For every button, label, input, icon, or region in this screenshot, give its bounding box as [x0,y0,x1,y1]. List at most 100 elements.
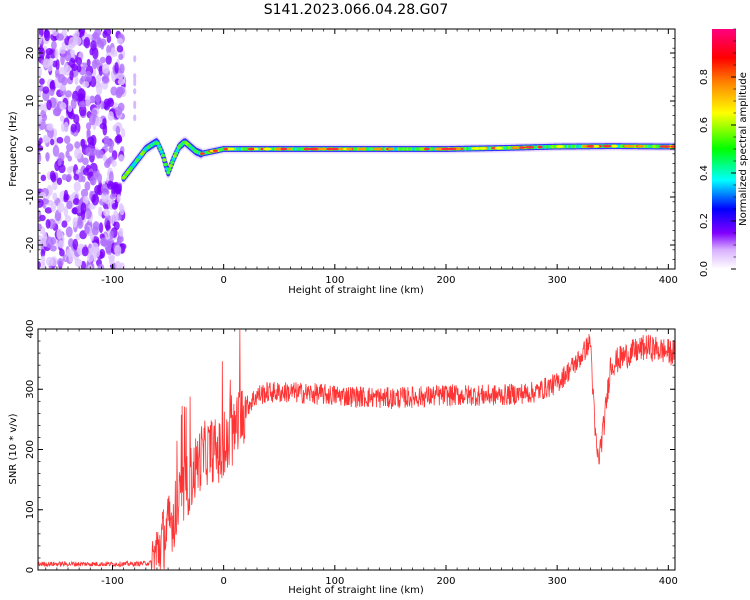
spectrogram-noise-blob [49,138,55,146]
spectrogram-noise-blob [114,106,123,116]
spectrogram-noise-blob [44,29,51,42]
spectrogram-noise-blob [52,108,61,117]
spectrogram-noise-blob [110,214,115,225]
spectrogram-noise-blob [82,195,89,205]
spectrogram-noise-blob [63,135,71,145]
colorbar-tick-label: 0.4 [699,165,710,181]
spectrogram-xtick-label: 200 [436,275,455,286]
spectrogram-noise-blob [77,88,86,100]
spectrogram-noise-blob [105,157,111,166]
spectrogram-noise-blob [104,240,112,252]
spectrogram-noise-blob [49,170,56,181]
spectrogram-hotspot [330,147,339,151]
spectrogram-noise-blob [99,56,106,64]
spectrogram-noise-blob [103,208,110,217]
spectrogram-noise-blob [88,113,96,126]
spectrogram-noise-blob [57,73,66,84]
spectrogram-noise-blob [133,100,137,107]
spectrogram-noise-blob [48,88,55,97]
spectrogram-noise-blob [66,166,73,174]
spectrogram-noise-blob [115,125,121,136]
spectrogram-hotspot [497,146,503,150]
spectrogram-noise-blob [91,193,100,206]
spectrogram-noise-blob [68,37,76,49]
spectrogram-noise-blob [111,159,117,168]
spectrogram-noise-blob [98,222,104,234]
spectrogram-ridge-core [162,158,167,162]
spectrogram-ridge-core [175,148,180,153]
spectrogram-hotspot [623,144,631,148]
spectrogram-noise-blob [84,225,90,235]
spectrogram-noise-blob [133,88,137,95]
spectrogram-noise-blob [68,253,74,263]
spectrogram-noise-blob [59,46,66,55]
spectrogram-noise-blob [109,193,116,200]
spectrogram-hotspot [586,145,594,148]
spectrogram-noise-blob [59,115,65,123]
spectrogram-noise-blob [118,203,124,212]
spectrogram-noise-blob [59,84,66,91]
spectrogram-ridge-core [159,150,164,154]
spectrogram-noise-blob [56,136,64,144]
spectrogram-ridge-core [168,163,173,168]
snr-ytick-label: 100 [25,500,36,519]
spectrogram-noise-blob [56,177,63,186]
spectrogram-noise-blob [63,121,69,133]
spectrogram-noise-blob [89,95,96,104]
spectrogram-noise-blob [61,220,68,228]
spectrogram-noise-blob [82,81,90,88]
chart-title: S141.2023.066.04.28.G07 [264,2,449,18]
spectrogram-noise-blob [40,255,46,265]
spectrogram-noise-blob [114,260,122,269]
spectrogram-noise-blob [78,100,86,108]
spectrogram-ridge-core [166,170,171,175]
spectrogram-noise-blob [100,183,109,195]
spectrogram-noise-blob [40,248,46,258]
spectrogram-hotspot [441,147,452,151]
spectrogram-xlabel: Height of straight line (km) [288,285,424,296]
spectrogram-hotspot [226,147,235,151]
spectrogram-noise-blob [73,181,81,192]
spectrogram-noise-blob [45,152,50,162]
spectrogram-hotspot [373,147,383,151]
spectrogram-noise-blob [87,253,94,263]
spectrogram-noise-blob [82,157,89,166]
spectrogram-noise-blob [39,214,46,222]
spectrogram-noise-blob [67,155,73,162]
spectrogram-noise-blob [103,139,111,148]
spectrogram-ridge-core [174,151,179,156]
spectrogram-hotspot [317,147,328,151]
spectrogram-noise-blob [42,113,48,122]
colorbar-label: Normalized spectral amplitude [738,72,749,226]
snr-xtick-label: 100 [325,576,344,587]
spectrogram-hotspot [524,146,535,149]
spectrogram-noise-blob [52,192,58,201]
spectrogram-hotspot [556,145,564,148]
spectrogram-noise-blob [58,152,65,162]
spectrogram-noise-blob [95,74,102,84]
spectrogram-noise-blob [45,236,54,249]
spectrogram-noise-blob [38,223,42,231]
spectrogram-noise-blob [49,80,56,90]
spectrogram-noise-blob [80,75,86,82]
spectrogram-noise-blob [107,180,114,190]
spectrogram-noise-blob [74,147,82,160]
spectrogram-noise-blob [46,99,52,111]
spectrogram-hotspot [212,149,219,153]
spectrogram-noise-blob [89,176,97,186]
spectrogram-noise-blob [118,227,124,237]
spectrogram-xtick-label: -100 [101,275,124,286]
spectrogram-noise-blob [60,53,65,66]
spectrogram-noise-blob [65,90,72,98]
spectrogram-noise-blob [51,40,57,50]
spectrogram-noise-blob [133,114,137,121]
spectrogram-noise-blob [54,48,59,60]
spectrogram-noise-blob [133,73,137,80]
spectrogram-noise-blob [89,148,98,156]
spectrogram-hotspot [223,147,228,151]
spectrogram-noise-blob [46,123,54,131]
spectrogram-noise-blob [117,86,126,95]
spectrogram-hotspot [199,152,205,155]
spectrogram-ridge-core [163,162,168,167]
spectrogram-noise-blob [85,95,91,108]
